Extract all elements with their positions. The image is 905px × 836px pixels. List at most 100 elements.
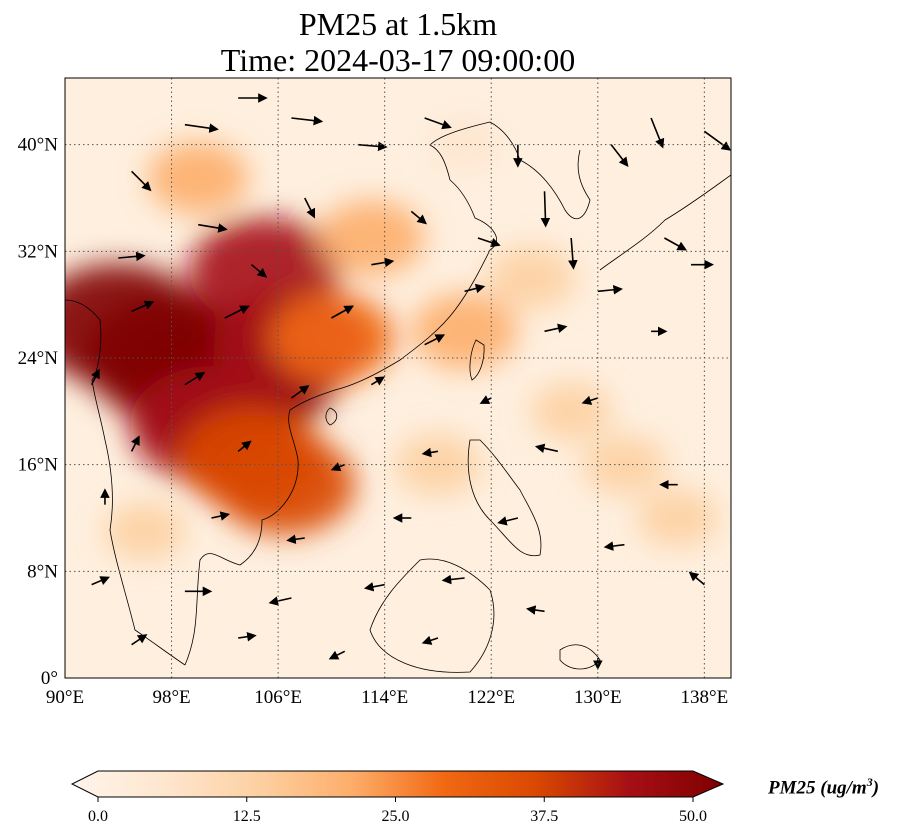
colorbar-ticks: 0.0 12.5 25.0 37.5 50.0: [88, 797, 707, 825]
gridlines: [65, 78, 731, 678]
pm25-region-7: [214, 434, 356, 536]
wind-arrow-37: [330, 462, 346, 472]
wind-arrow-27: [544, 323, 568, 334]
wind-arrow-1: [291, 115, 324, 126]
wind-arrow-34: [581, 395, 599, 405]
wind-arrow-30: [184, 371, 206, 386]
lat-tick-label: 40°N: [18, 135, 59, 156]
wind-arrow-53: [688, 571, 705, 586]
wind-arrow-9: [703, 130, 731, 151]
wind-arrow-50: [363, 582, 385, 592]
lon-tick-label: 90°E: [46, 687, 84, 708]
colorbar-tick-label: 0.0: [88, 808, 108, 825]
coastline-hainan: [325, 407, 338, 426]
coastlines: [65, 121, 731, 673]
colorbar-tick-label: 37.5: [530, 808, 558, 825]
coastline-bay-of-bengal: [65, 299, 186, 666]
lat-tick-label: 16°N: [18, 455, 59, 476]
colorbar-label: PM25 (ug/m3): [768, 775, 879, 799]
colorbar-label-close: ): [872, 777, 880, 799]
wind-arrow-24: [224, 305, 250, 319]
wind-vector-field: [90, 93, 731, 670]
wind-arrow-25: [331, 305, 354, 319]
wind-arrow-36: [237, 440, 252, 452]
map-title: PM25 at 1.5km: [298, 6, 498, 42]
pm25-region-3: [65, 263, 204, 386]
coastline-borneo: [369, 558, 495, 673]
lon-tick-label: 122°E: [467, 687, 515, 708]
coastline-new-guinea: [559, 644, 601, 670]
colorbar-tick-label: 12.5: [233, 808, 261, 825]
wind-arrow-33: [479, 395, 492, 404]
coastline-philippines: [467, 439, 542, 557]
wind-arrow-8: [650, 117, 665, 149]
wind-arrow-20: [464, 283, 486, 294]
wind-arrow-29: [90, 368, 100, 386]
coastline-east-asia: [184, 179, 497, 666]
pm25-region-18: [637, 489, 719, 547]
lon-tick-label: 98°E: [152, 687, 190, 708]
colorbar-tick-label: 25.0: [382, 808, 410, 825]
lon-tick-label: 138°E: [681, 687, 729, 708]
lon-tick-label: 114°E: [361, 687, 408, 708]
wind-arrow-54: [131, 634, 148, 646]
coastline-japan: [599, 174, 731, 271]
wind-arrow-49: [268, 596, 292, 606]
wind-arrow-23: [131, 300, 155, 313]
wind-arrow-52: [525, 605, 545, 615]
wind-arrow-57: [421, 635, 439, 645]
latitude-axis: 0° 8°N 16°N 24°N 32°N 40°N: [18, 135, 59, 689]
coastline-taiwan: [469, 339, 485, 381]
pm25-region-16: [487, 246, 576, 310]
pm25-region-9: [268, 293, 395, 383]
wind-arrow-35: [130, 435, 140, 452]
lat-tick-label: 0°: [41, 668, 58, 689]
wind-arrow-47: [91, 576, 110, 586]
wind-arrow-32: [370, 376, 386, 386]
wind-arrow-39: [534, 443, 559, 454]
coastline-bohai: [429, 121, 521, 181]
wind-arrow-38: [421, 447, 439, 458]
wind-arrow-14: [477, 237, 501, 248]
wind-arrow-16: [664, 237, 687, 251]
wind-arrow-46: [603, 541, 625, 551]
wind-arrow-31: [290, 385, 310, 399]
wind-arrow-7: [610, 144, 629, 167]
wind-arrow-18: [250, 264, 268, 278]
wind-arrow-51: [441, 574, 465, 585]
wind-arrow-42: [211, 511, 231, 521]
colorbar: 0.0 12.5 25.0 37.5 50.0: [70, 770, 725, 825]
wind-arrow-56: [328, 650, 346, 660]
wind-arrow-43: [286, 534, 305, 545]
wind-arrow-11: [198, 223, 228, 233]
pm25-region-10: [318, 200, 425, 276]
wind-arrow-21: [597, 284, 623, 295]
lon-tick-label: 106°E: [254, 687, 302, 708]
map-panel: [64, 77, 732, 679]
wind-arrow-55: [238, 631, 257, 642]
pm25-region-11: [147, 142, 249, 214]
lat-tick-label: 24°N: [18, 348, 59, 369]
pm25-region-19: [429, 119, 500, 170]
wind-arrow-26: [424, 334, 446, 346]
lon-tick-label: 130°E: [574, 687, 622, 708]
wind-arrow-2: [184, 123, 219, 133]
map-frame: [64, 77, 732, 679]
pm25-region-17: [104, 502, 186, 561]
colorbar-tick-label: 50.0: [679, 808, 707, 825]
lat-tick-label: 32°N: [18, 241, 59, 262]
wind-arrow-45: [497, 516, 519, 526]
longitude-axis: 90°E 98°E 106°E 114°E 122°E 130°E 138°E: [46, 687, 728, 708]
wind-arrow-13: [410, 210, 427, 225]
lat-tick-label: 8°N: [27, 561, 58, 582]
wind-arrow-12: [304, 197, 315, 219]
wind-arrow-19: [371, 257, 395, 268]
colorbar-label-main: PM25 (ug/m: [768, 777, 867, 799]
pm25-region-13: [395, 434, 481, 496]
map-timestamp: Time: 2024-03-17 09:00:00: [220, 42, 576, 78]
wind-arrow-4: [424, 117, 452, 130]
wind-arrow-6: [540, 191, 551, 228]
colorbar-label-sup: 3: [866, 775, 873, 789]
wind-arrow-10: [131, 170, 152, 192]
